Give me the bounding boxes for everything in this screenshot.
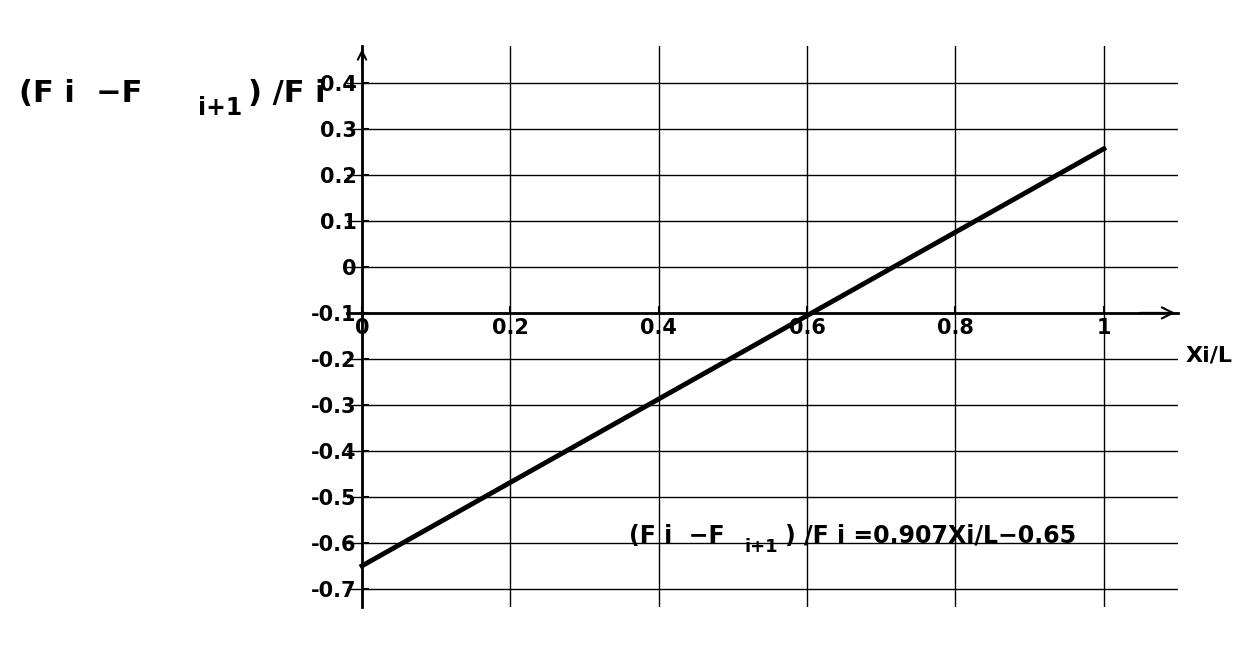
Text: (F i  −F: (F i −F	[629, 524, 724, 548]
Text: Xi/L: Xi/L	[1185, 345, 1233, 365]
Text: (F i  −F: (F i −F	[19, 79, 141, 108]
Text: i+1: i+1	[198, 96, 243, 119]
Text: ) /F i: ) /F i	[248, 79, 326, 108]
Text: i+1: i+1	[744, 539, 777, 556]
Text: ) /F i =0.907Xi/L−0.65: ) /F i =0.907Xi/L−0.65	[785, 524, 1076, 548]
